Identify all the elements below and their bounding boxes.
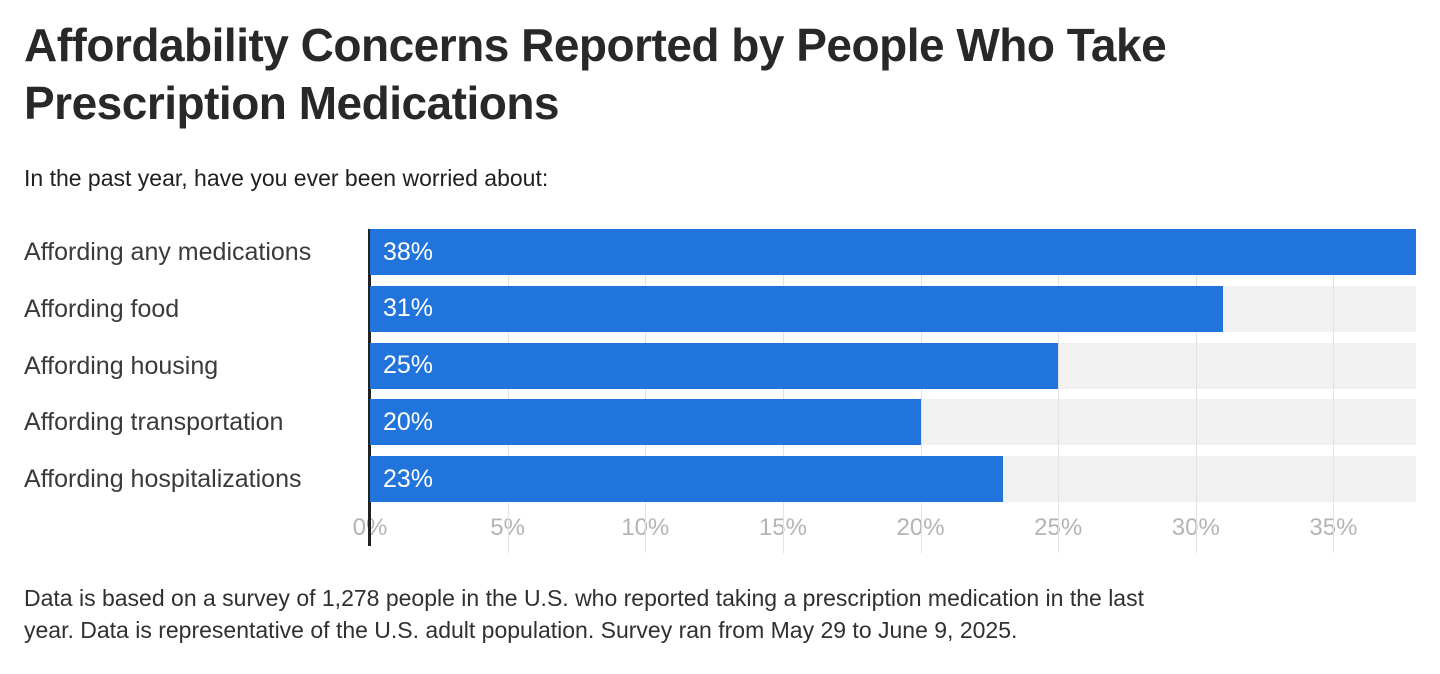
x-tick-label: 15%	[758, 514, 807, 541]
bar: 25%	[370, 342, 1059, 389]
category-label: Affording housing	[24, 351, 219, 380]
bar: 38%	[370, 229, 1416, 275]
category-label: Affording any medications	[24, 238, 312, 266]
chart-subtitle: In the past year, have you ever been wor…	[24, 165, 549, 191]
bar-value-label: 25%	[383, 351, 434, 379]
x-tick-label: 35%	[1309, 514, 1358, 541]
x-tick-label: 5%	[490, 514, 525, 541]
bar-track: 31%	[370, 285, 1416, 332]
bar-chart: Affording any medications 38% Affording …	[24, 229, 1416, 553]
bar-track: 38%	[370, 229, 1416, 275]
footnote: Data is based on a survey of 1,278 peopl…	[24, 582, 1416, 646]
x-tick-label: 25%	[1034, 514, 1083, 541]
bar-value-label: 20%	[383, 407, 434, 436]
x-tick-label: 0%	[352, 514, 388, 541]
bar: 23%	[370, 456, 1004, 502]
page: Affordability Concerns Reported by Peopl…	[0, 16, 1440, 646]
bar-row: Affording food 31%	[24, 285, 1416, 332]
bar-row: Affording transportation 20%	[24, 399, 1416, 446]
bar-rows: Affording any medications 38% Affording …	[24, 229, 1416, 502]
x-tick-label: 30%	[1171, 514, 1220, 541]
x-tick-label: 10%	[621, 514, 670, 541]
bar-row: Affording housing 25%	[24, 342, 1416, 389]
bar-track: 23%	[370, 456, 1416, 502]
bar-value-label: 31%	[383, 294, 434, 323]
category-label: Affording transportation	[24, 408, 284, 437]
category-label: Affording hospitalizations	[24, 465, 302, 493]
bar: 20%	[370, 399, 921, 446]
page-title-line-1: Affordability Concerns Reported by Peopl…	[24, 19, 1167, 71]
bar-row: Affording hospitalizations 23%	[24, 456, 1416, 502]
page-title-line-2: Prescription Medications	[24, 77, 560, 129]
footnote-line-2: year. Data is representative of the U.S.…	[24, 617, 1018, 643]
bar-value-label: 23%	[383, 464, 434, 493]
bar-track: 20%	[370, 399, 1416, 446]
x-axis: 0% 5% 10% 15% 20% 25% 30% 35%	[353, 502, 1416, 546]
category-label: Affording food	[24, 294, 180, 323]
bar-track: 25%	[370, 342, 1416, 389]
x-tick-label: 20%	[896, 514, 945, 541]
bar-value-label: 38%	[383, 237, 434, 266]
bar: 31%	[370, 285, 1224, 332]
bar-row: Affording any medications 38%	[24, 229, 1416, 275]
page-title: Affordability Concerns Reported by Peopl…	[24, 16, 1416, 132]
footnote-line-1: Data is based on a survey of 1,278 peopl…	[24, 585, 1144, 611]
